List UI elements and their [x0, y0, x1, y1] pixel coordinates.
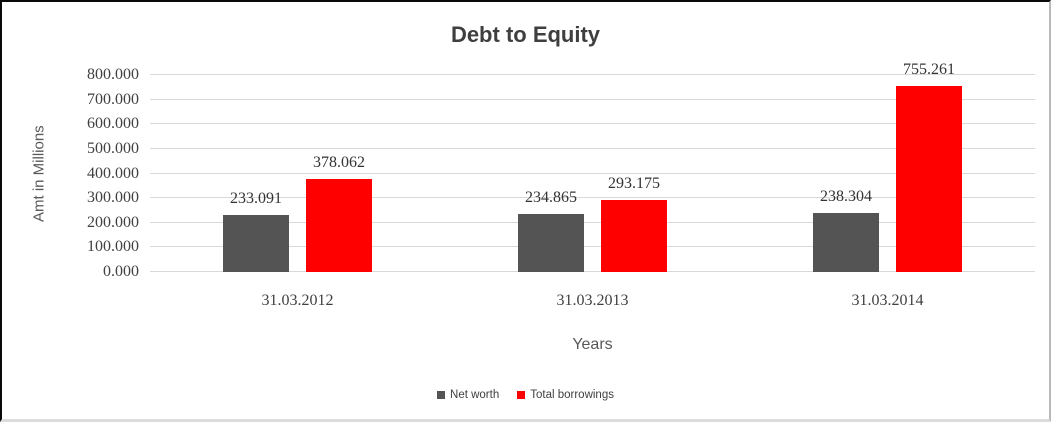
gridline	[150, 246, 1035, 248]
bar-net-worth	[812, 213, 879, 272]
legend-item: Net worth	[437, 389, 499, 401]
bar-slot: 238.304	[812, 75, 879, 272]
bar-group: 238.304 755.261	[740, 61, 1035, 272]
bar-value-label: 234.865	[524, 189, 577, 207]
bar-group: 234.865 293.175	[445, 75, 740, 272]
bar-net-worth	[517, 214, 584, 272]
bar-value-label: 293.175	[607, 174, 660, 192]
legend-label: Total borrowings	[530, 389, 614, 401]
bar-total-borrowings	[600, 199, 667, 272]
bar-value-label: 378.062	[312, 153, 365, 171]
gridline	[150, 74, 1035, 75]
bar-slot: 293.175	[600, 75, 667, 272]
chart-title: Debt to Equity	[450, 22, 601, 47]
bar-slot: 234.865	[517, 75, 584, 272]
gridline	[150, 271, 1035, 272]
y-axis-tick-label: 100.000	[87, 238, 139, 256]
bar-total-borrowings	[305, 178, 372, 272]
y-axis-tick-label: 400.000	[87, 164, 139, 182]
y-axis-tick-label: 500.000	[87, 139, 139, 157]
gridline	[150, 98, 1035, 100]
bar-group: 233.091 378.062	[150, 75, 445, 272]
gridline	[150, 172, 1035, 174]
y-axis-tick-label: 800.000	[87, 66, 139, 83]
legend-item: Total borrowings	[517, 389, 614, 401]
x-axis-category-label: 31.03.2012	[261, 292, 334, 309]
gridline	[150, 221, 1035, 223]
x-axis-category-label: 31.03.2014	[851, 292, 924, 309]
bar-value-label: 238.304	[819, 188, 872, 206]
gridline	[150, 123, 1035, 125]
legend: Net worth Total borrowings	[2, 389, 1049, 401]
y-axis-tick-label: 300.000	[87, 189, 139, 207]
y-axis-tick-label: 700.000	[87, 90, 139, 108]
legend-swatch-icon	[437, 391, 446, 399]
legend-label: Net worth	[450, 389, 500, 401]
bar-slot: 233.091	[222, 75, 289, 272]
bar-value-label: 755.261	[902, 61, 955, 79]
y-axis-tick-label: 0.000	[103, 263, 139, 280]
x-axis-title: Years	[572, 336, 613, 353]
bar-value-label: 233.091	[229, 189, 282, 207]
y-axis-tick-labels: 0.000 100.000 200.000 300.000 400.000 500.000…	[42, 67, 139, 280]
y-axis-tick-label: 200.000	[87, 213, 139, 231]
bar-slot: 378.062	[305, 75, 372, 272]
bar-total-borrowings	[895, 86, 962, 272]
bar-net-worth	[222, 214, 289, 272]
x-axis-category-labels: 31.03.2012 31.03.2013 31.03.2014	[150, 292, 1035, 310]
bar-slot: 755.261	[895, 61, 962, 272]
legend-swatch-icon	[517, 391, 526, 399]
x-axis-category-label: 31.03.2013	[556, 292, 629, 309]
gridline	[150, 147, 1035, 149]
plot-area: 233.091 378.062 234.865 293.175 238.304 755.2…	[150, 61, 1035, 272]
gridline	[150, 197, 1035, 199]
y-axis-tick-label: 600.000	[87, 115, 139, 133]
